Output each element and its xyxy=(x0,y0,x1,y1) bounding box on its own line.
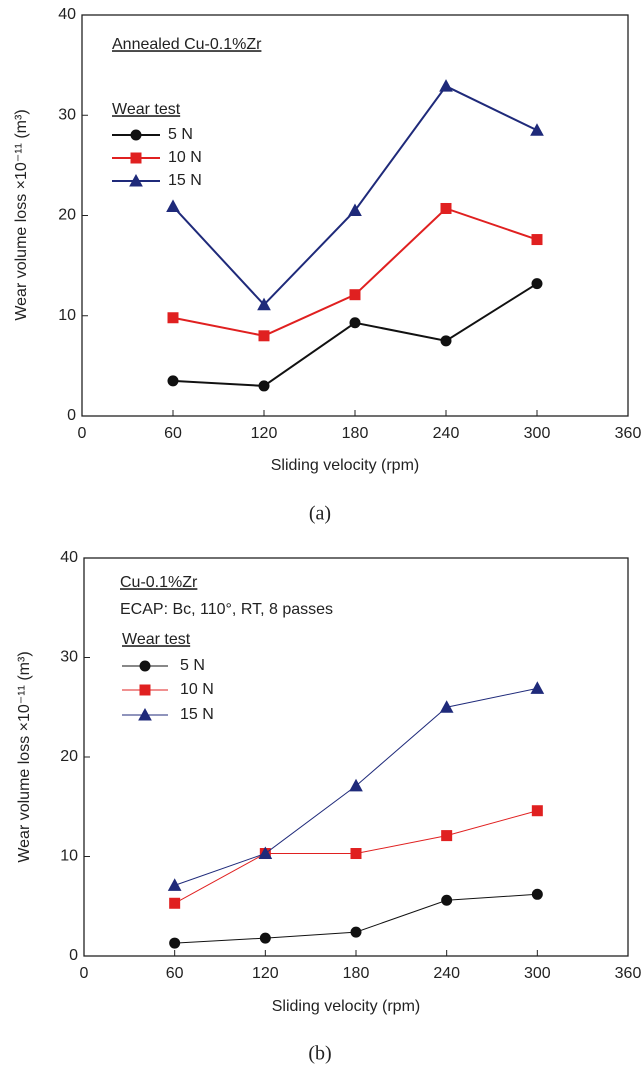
y-tick-label: 10 xyxy=(60,848,78,865)
marker xyxy=(167,312,179,324)
x-tick-label: 300 xyxy=(524,965,551,982)
x-tick-label: 180 xyxy=(343,965,370,982)
marker xyxy=(350,848,362,860)
y-tick-label: 40 xyxy=(58,6,76,23)
legend-label: 15 N xyxy=(168,172,202,189)
x-tick-label: 360 xyxy=(615,425,641,442)
series-line xyxy=(172,207,538,337)
y-tick-label: 0 xyxy=(69,947,78,964)
marker xyxy=(530,681,545,694)
legend-marker xyxy=(139,660,151,672)
x-tick-label: 360 xyxy=(615,965,641,982)
x-tick-label: 300 xyxy=(524,425,551,442)
x-tick-label: 240 xyxy=(433,965,460,982)
caption: (b) xyxy=(308,1043,331,1065)
marker xyxy=(530,123,544,136)
y-tick-label: 10 xyxy=(58,307,76,324)
legend-title: Wear test xyxy=(122,631,191,648)
annotation: Annealed Cu-0.1%Zr xyxy=(112,36,262,53)
y-tick-label: 0 xyxy=(67,407,76,424)
marker xyxy=(531,234,543,246)
y-tick-label: 20 xyxy=(58,207,76,224)
series-line xyxy=(172,84,538,307)
marker xyxy=(166,199,180,212)
marker xyxy=(531,888,543,900)
marker xyxy=(257,297,271,311)
marker xyxy=(258,330,270,342)
marker xyxy=(349,317,361,329)
x-tick-label: 120 xyxy=(251,425,278,442)
legend-label: 15 N xyxy=(180,706,214,723)
legend-marker xyxy=(138,707,152,721)
marker xyxy=(441,894,453,906)
legend-label: 5 N xyxy=(180,657,205,674)
legend-marker xyxy=(130,129,142,141)
marker xyxy=(441,830,453,842)
y-tick-label: 40 xyxy=(60,549,78,566)
x-axis-label: Sliding velocity (rpm) xyxy=(271,457,419,474)
marker xyxy=(169,897,181,909)
marker xyxy=(258,380,270,392)
x-tick-label: 120 xyxy=(252,965,279,982)
legend-label: 10 N xyxy=(180,681,214,698)
marker xyxy=(167,878,182,891)
marker xyxy=(531,278,543,290)
marker xyxy=(440,335,452,347)
marker xyxy=(167,375,179,387)
x-tick-label: 0 xyxy=(80,965,89,982)
x-tick-label: 180 xyxy=(342,425,369,442)
y-tick-label: 30 xyxy=(58,106,76,123)
x-tick-label: 240 xyxy=(433,425,460,442)
legend-label: 10 N xyxy=(168,149,202,166)
x-tick-label: 60 xyxy=(164,425,182,442)
marker xyxy=(348,203,362,216)
legend-marker xyxy=(139,684,151,696)
marker xyxy=(439,700,454,713)
caption: (a) xyxy=(309,503,331,525)
legend-marker xyxy=(130,152,142,164)
y-tick-label: 30 xyxy=(60,649,78,666)
marker xyxy=(440,202,452,214)
x-axis-label: Sliding velocity (rpm) xyxy=(272,998,420,1015)
legend-label: 5 N xyxy=(168,126,193,143)
annotation: ECAP: Bc, 110°, RT, 8 passes xyxy=(120,601,333,618)
legend-title: Wear test xyxy=(112,101,181,118)
marker xyxy=(350,926,362,938)
annotation: Cu-0.1%Zr xyxy=(120,574,198,591)
marker xyxy=(349,289,361,301)
marker xyxy=(258,846,273,860)
marker xyxy=(169,937,181,949)
y-tick-label: 20 xyxy=(60,748,78,765)
x-tick-label: 60 xyxy=(166,965,184,982)
legend-marker xyxy=(129,173,143,187)
y-axis-label: Wear volume loss ×10⁻¹¹ (m³) xyxy=(16,651,33,862)
y-axis-label: Wear volume loss ×10⁻¹¹ (m³) xyxy=(13,109,30,320)
marker xyxy=(439,79,453,92)
x-tick-label: 0 xyxy=(78,425,87,442)
marker xyxy=(349,778,363,792)
marker xyxy=(259,932,271,944)
marker xyxy=(531,805,543,817)
